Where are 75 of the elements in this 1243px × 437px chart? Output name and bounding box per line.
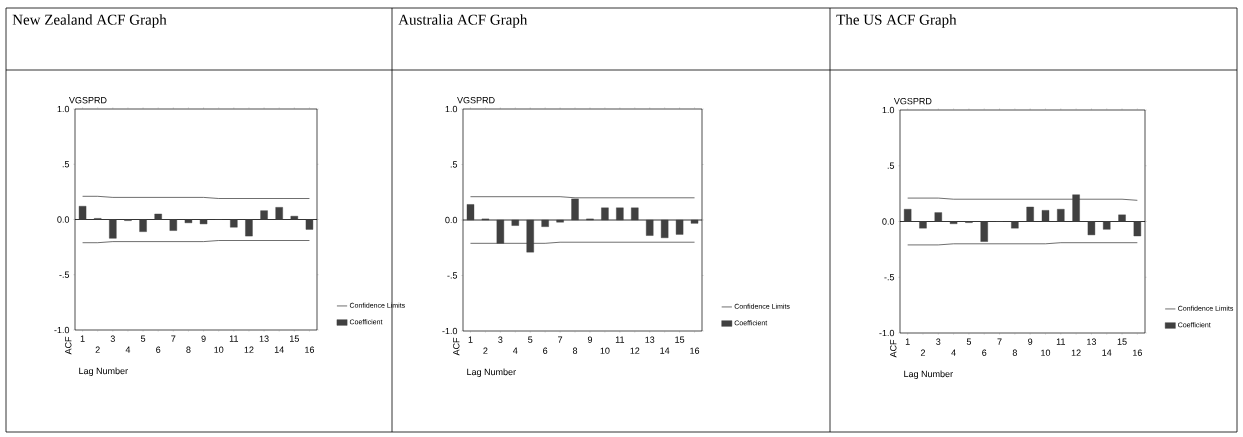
y-tick-label: 1.0	[445, 105, 458, 113]
y-tick-label: 1.0	[57, 105, 70, 113]
x-tick-label: 12	[1071, 349, 1081, 356]
y-axis-title: ACF	[890, 339, 897, 358]
x-axis-title: Lag Number	[467, 368, 516, 377]
x-tick-label: 8	[572, 347, 578, 354]
y-tick-label: -.5	[447, 272, 458, 279]
x-tick-label: 8	[186, 346, 191, 353]
x-tick-label: 16	[1133, 349, 1142, 356]
x-tick-label: 10	[600, 347, 610, 354]
x-tick-label: 13	[259, 335, 269, 342]
chart-subtitle: VGSPRD	[457, 96, 495, 104]
x-tick-label: 10	[214, 346, 224, 353]
x-tick-label: 6	[982, 349, 987, 356]
x-tick-label: 5	[966, 338, 972, 345]
x-tick-label: 13	[1087, 338, 1097, 345]
x-axis-title: Lag Number	[79, 367, 128, 376]
y-tick-label: .5	[450, 161, 458, 168]
x-tick-label: 14	[274, 346, 284, 353]
x-tick-label: 9	[587, 336, 593, 343]
x-tick-label: 6	[543, 347, 548, 354]
y-tick-label: 0.0	[57, 216, 70, 223]
x-tick-label: 13	[645, 336, 655, 343]
y-tick-label: 0.0	[882, 218, 895, 225]
x-tick-label: 6	[156, 346, 161, 353]
x-tick-label: 2	[483, 347, 488, 354]
x-tick-label: 5	[140, 335, 146, 342]
y-tick-label: 0.0	[445, 216, 458, 224]
x-tick-label: 2	[95, 346, 100, 353]
x-tick-label: 12	[244, 346, 254, 353]
x-tick-label: 15	[675, 336, 685, 343]
x-tick-label: 7	[558, 336, 563, 343]
x-axis-title: Lag Number	[904, 370, 953, 379]
y-tick-label: 1.0	[882, 106, 895, 114]
x-tick-label: 4	[125, 346, 131, 353]
x-tick-label: 10	[1041, 349, 1051, 356]
x-tick-label: 16	[305, 346, 315, 353]
x-tick-label: 9	[1028, 338, 1033, 345]
x-tick-label: 1	[468, 336, 473, 343]
x-tick-label: 7	[997, 338, 1002, 345]
chart-title: The US ACF Graph	[836, 14, 957, 28]
x-tick-label: 2	[920, 349, 926, 356]
y-axis-title: ACF	[453, 337, 460, 356]
x-tick-label: 5	[528, 336, 533, 343]
x-tick-label: 4	[951, 349, 956, 356]
y-tick-label: .5	[62, 161, 70, 168]
x-tick-label: 11	[615, 336, 625, 343]
chart-subtitle: VGSPRD	[68, 97, 107, 104]
x-tick-label: 9	[201, 335, 206, 342]
x-tick-label: 3	[110, 335, 115, 342]
y-axis-title: ACF	[65, 336, 72, 355]
chart-subtitle: VGSPRD	[893, 97, 932, 105]
x-tick-label: 7	[171, 335, 176, 342]
y-tick-label: -.5	[884, 274, 895, 281]
chart-title: Australia ACF Graph	[398, 14, 528, 28]
x-tick-label: 8	[1012, 349, 1017, 356]
x-tick-label: 3	[936, 338, 941, 345]
x-tick-label: 1	[80, 335, 85, 342]
x-tick-label: 14	[1102, 349, 1112, 356]
y-tick-label: -.5	[59, 271, 70, 278]
y-tick-label: .5	[887, 162, 895, 169]
x-tick-label: 1	[905, 338, 910, 345]
x-tick-label: 15	[290, 335, 299, 342]
y-tick-label: -1.0	[879, 329, 895, 337]
x-tick-label: 3	[498, 336, 503, 343]
x-tick-label: 14	[660, 347, 670, 354]
x-tick-label: 12	[630, 347, 640, 354]
y-tick-label: -1.0	[54, 326, 70, 334]
x-tick-label: 16	[690, 347, 700, 354]
x-tick-label: 15	[1117, 338, 1127, 345]
chart-title: New Zealand ACF Graph	[12, 14, 167, 28]
x-tick-label: 4	[512, 347, 518, 354]
x-tick-label: 11	[229, 335, 239, 342]
y-tick-label: -1.0	[442, 327, 458, 335]
x-tick-label: 11	[1056, 338, 1066, 345]
